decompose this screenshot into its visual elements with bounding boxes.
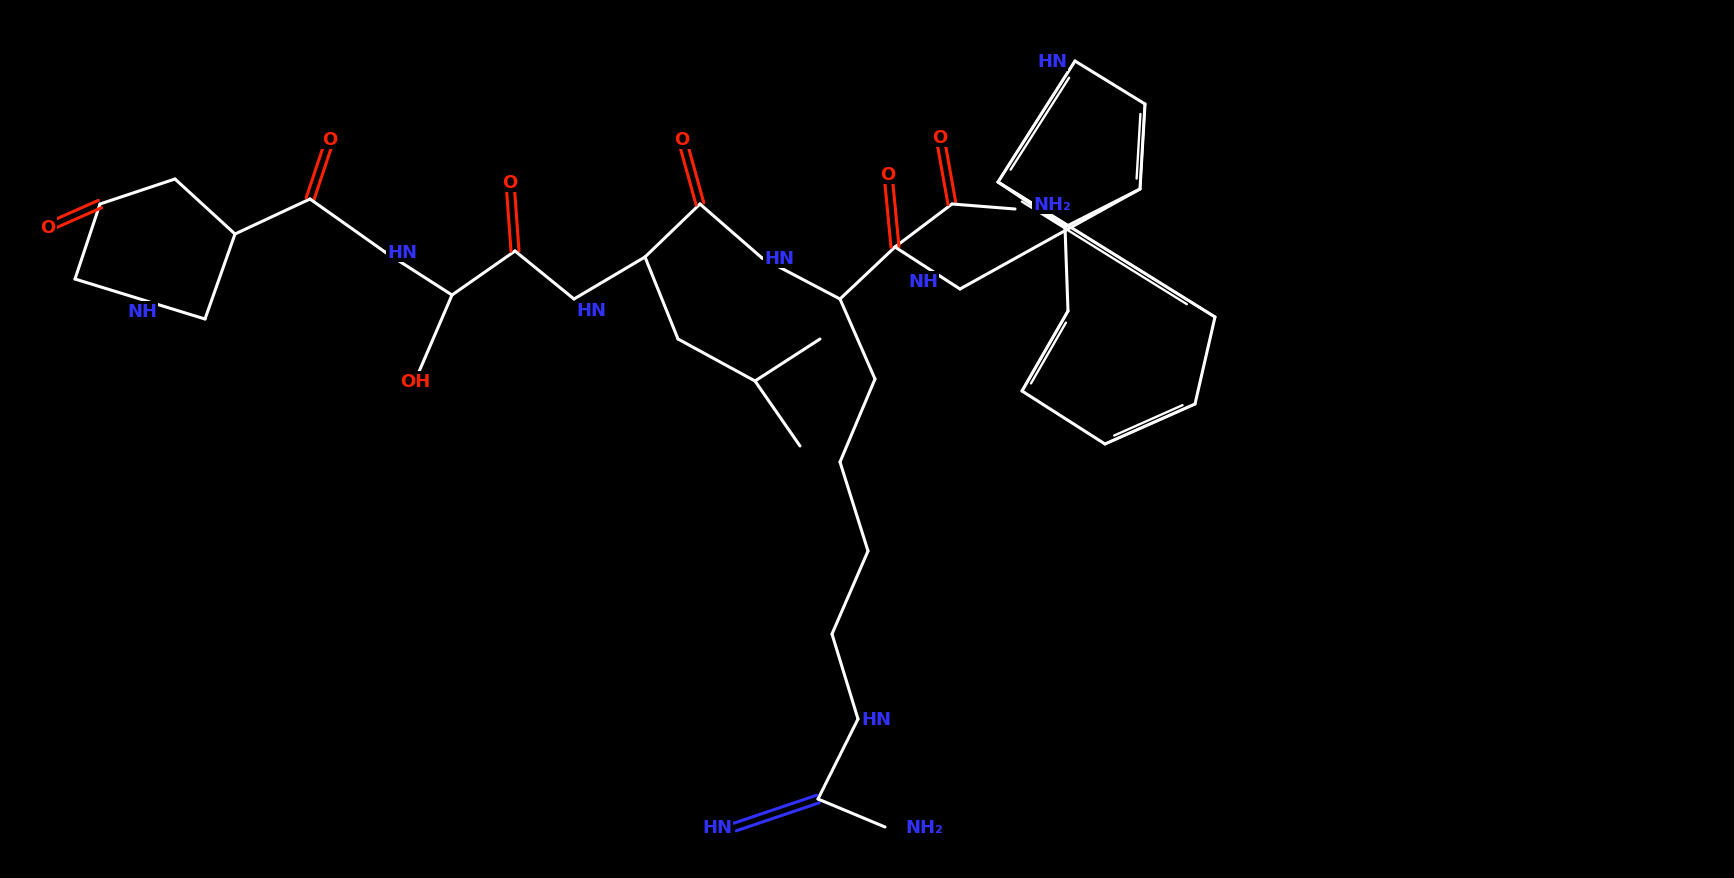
Text: HN: HN	[702, 818, 732, 836]
Text: HN: HN	[862, 710, 891, 728]
Text: HN: HN	[387, 244, 416, 262]
Text: O: O	[503, 174, 518, 191]
Text: NH: NH	[127, 303, 158, 320]
Text: O: O	[675, 131, 690, 149]
Text: HN: HN	[1037, 53, 1066, 71]
Text: NH₂: NH₂	[905, 818, 943, 836]
Text: HN: HN	[576, 302, 605, 320]
Text: O: O	[933, 129, 947, 147]
Text: O: O	[881, 166, 896, 184]
Text: OH: OH	[401, 372, 430, 391]
Text: NH₂: NH₂	[1033, 196, 1072, 213]
Text: NH: NH	[909, 273, 938, 291]
Text: HN: HN	[765, 249, 794, 268]
Text: O: O	[323, 131, 338, 149]
Text: O: O	[40, 219, 55, 237]
